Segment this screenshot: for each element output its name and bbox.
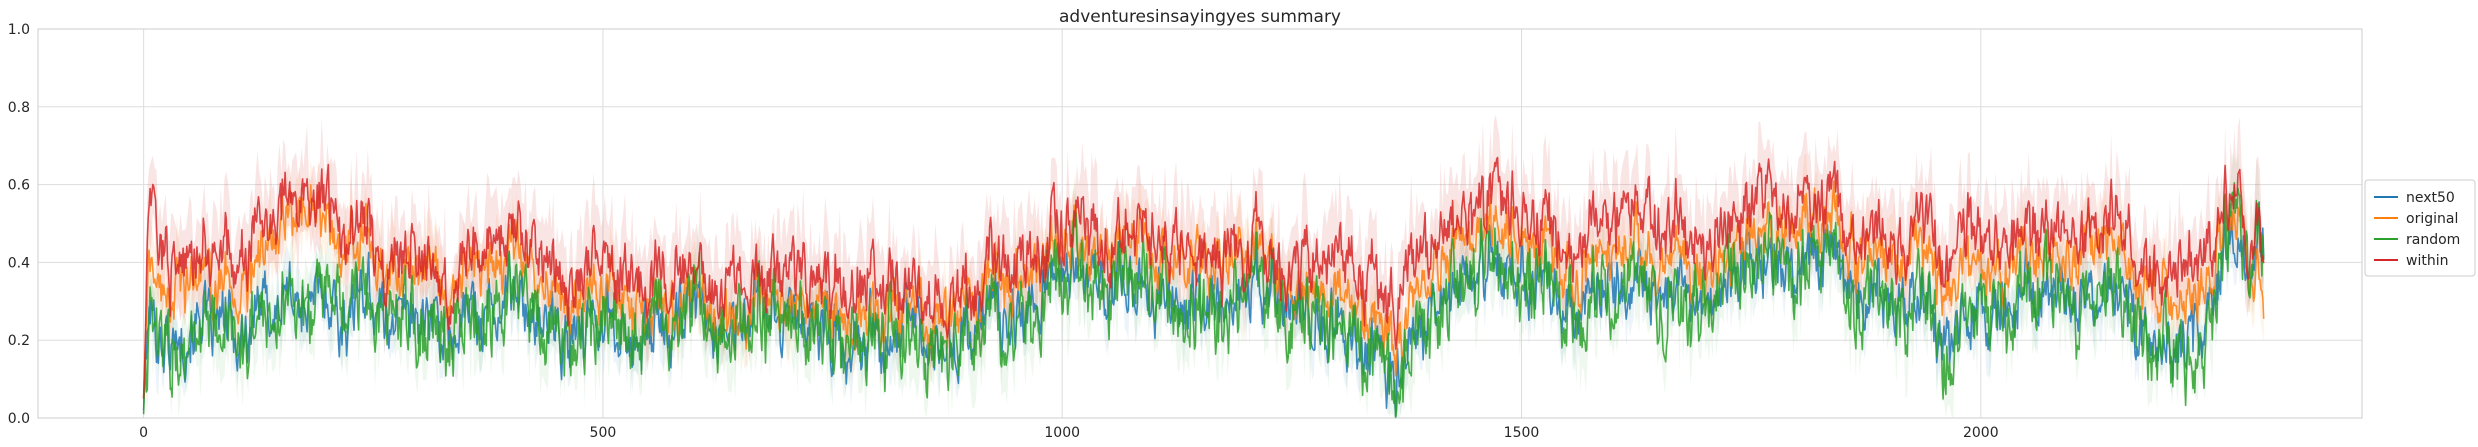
plot-background	[38, 29, 2362, 418]
x-tick-label: 1500	[1504, 425, 1540, 441]
x-axis-ticks: 0 500 1000 1500 2000	[139, 425, 1998, 441]
series-lines	[142, 156, 2265, 419]
legend-label-original: original	[2406, 211, 2458, 227]
legend: next50 original random within	[2364, 179, 2476, 277]
legend-label-within: within	[2406, 253, 2448, 269]
y-tick-label: 1.0	[8, 22, 30, 38]
series-line-within	[142, 156, 2265, 399]
chart-title: adventuresinsayingyes summary	[1059, 7, 1341, 27]
legend-box	[2364, 179, 2476, 277]
x-tick-label: 0	[139, 425, 148, 441]
legend-label-next50: next50	[2406, 190, 2455, 206]
y-tick-label: 0.2	[8, 333, 30, 349]
series-line-next50	[142, 201, 2265, 418]
series-line-random	[142, 182, 2265, 419]
y-tick-label: 0.4	[8, 255, 30, 271]
y-tick-label: 0.0	[8, 411, 30, 427]
legend-label-random: random	[2406, 232, 2460, 248]
x-tick-label: 2000	[1963, 425, 1999, 441]
y-tick-label: 0.8	[8, 100, 30, 116]
plot-frame	[37, 28, 2363, 419]
band-original	[143, 153, 2264, 418]
x-tick-label: 1000	[1044, 425, 1080, 441]
x-tick-label: 500	[590, 425, 617, 441]
y-axis-ticks: 0.0 0.2 0.4 0.6 0.8 1.0	[8, 22, 30, 427]
y-tick-label: 0.6	[8, 178, 30, 194]
